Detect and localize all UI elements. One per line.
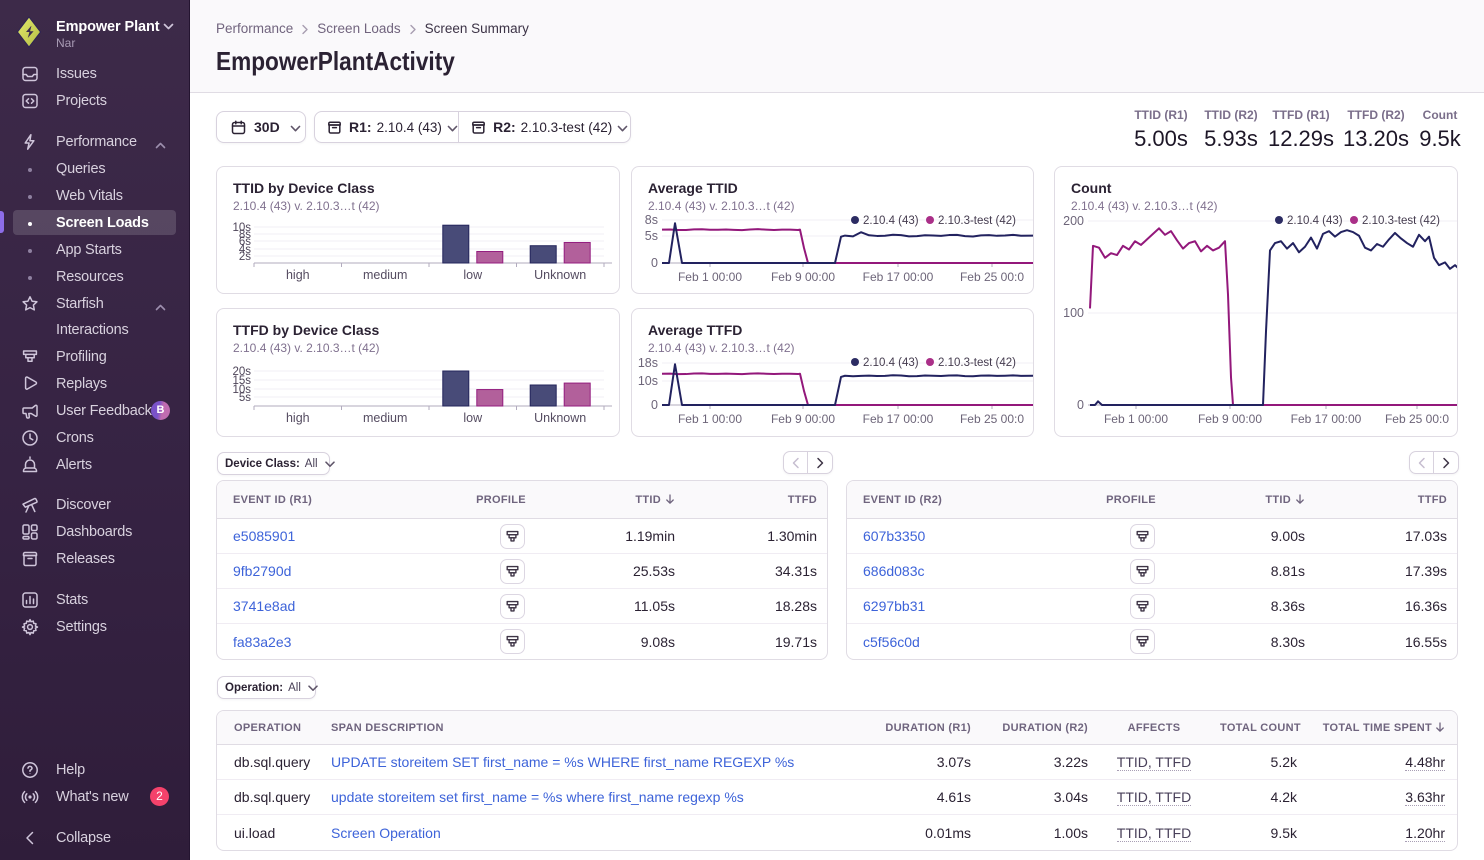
svg-text:2.10.3-test (42): 2.10.3-test (42) [938,357,1016,369]
svg-text:high: high [286,411,310,425]
svg-text:5s: 5s [239,392,251,404]
svg-text:2.10.4 (43): 2.10.4 (43) [863,215,919,227]
svg-text:2.10.4 (43): 2.10.4 (43) [863,357,919,369]
svg-text:Feb 1 00:00: Feb 1 00:00 [678,270,742,284]
svg-text:2.10.3-test (42): 2.10.3-test (42) [938,215,1016,227]
svg-text:medium: medium [363,268,407,282]
svg-text:0: 0 [651,256,658,270]
svg-text:low: low [463,411,483,425]
svg-text:10s: 10s [638,374,658,388]
svg-text:Feb 1 00:00: Feb 1 00:00 [678,412,742,426]
svg-text:Feb 9 00:00: Feb 9 00:00 [1198,412,1262,426]
svg-text:Feb 17 00:00: Feb 17 00:00 [863,270,934,284]
svg-text:2.10.4 (43): 2.10.4 (43) [1287,215,1343,227]
svg-text:low: low [463,268,483,282]
svg-text:10s: 10s [232,384,251,396]
svg-text:Unknown: Unknown [534,411,586,425]
svg-text:0: 0 [651,398,658,412]
svg-text:Feb 25 00:0: Feb 25 00:0 [960,270,1024,284]
svg-text:5s: 5s [645,229,658,243]
svg-text:Feb 17 00:00: Feb 17 00:00 [1291,412,1362,426]
svg-text:medium: medium [363,411,407,425]
svg-text:2s: 2s [239,251,251,263]
svg-text:10s: 10s [232,222,251,234]
svg-text:Feb 9 00:00: Feb 9 00:00 [771,412,835,426]
svg-text:8s: 8s [239,229,251,241]
svg-text:6s: 6s [239,236,251,248]
svg-text:Feb 17 00:00: Feb 17 00:00 [863,412,934,426]
svg-text:100: 100 [1063,306,1084,320]
svg-text:8s: 8s [645,213,658,227]
svg-text:15s: 15s [232,375,251,387]
svg-text:Unknown: Unknown [534,268,586,282]
svg-text:0: 0 [1077,398,1084,412]
svg-text:200: 200 [1063,214,1084,228]
svg-text:2.10.3-test (42): 2.10.3-test (42) [1362,215,1440,227]
svg-text:Feb 25 00:0: Feb 25 00:0 [1385,412,1449,426]
svg-text:Feb 1 00:00: Feb 1 00:00 [1104,412,1168,426]
svg-text:high: high [286,268,310,282]
svg-text:Feb 25 00:0: Feb 25 00:0 [960,412,1024,426]
svg-text:18s: 18s [638,356,658,370]
svg-text:20s: 20s [232,366,251,378]
svg-text:4s: 4s [239,244,251,256]
svg-text:Feb 9 00:00: Feb 9 00:00 [771,270,835,284]
